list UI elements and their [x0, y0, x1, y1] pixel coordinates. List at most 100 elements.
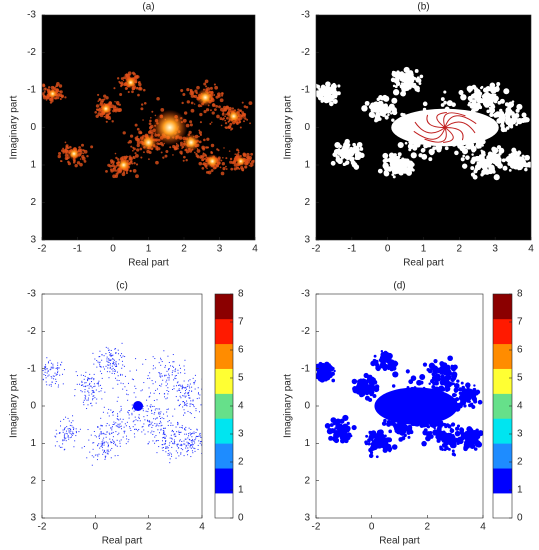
- fractal-pixel: [518, 150, 521, 153]
- fractal-pixel: [102, 440, 103, 441]
- fractal-pixel: [126, 172, 128, 174]
- fractal-pixel: [164, 438, 165, 439]
- fractal-pixel: [79, 163, 83, 167]
- fractal-pixel: [94, 374, 95, 375]
- fractal-pixel: [433, 427, 435, 429]
- fractal-pixel: [226, 168, 228, 170]
- fractal-pixel: [70, 433, 71, 434]
- fractal-pixel: [115, 378, 116, 379]
- fractal-pixel: [117, 434, 118, 435]
- fractal-pixel: [126, 425, 127, 426]
- fractal-pixel: [106, 432, 107, 433]
- fractal-pixel: [152, 406, 153, 407]
- fractal-pixel: [146, 411, 147, 412]
- fractal-pixel: [135, 397, 136, 398]
- fractal-pixel: [88, 398, 89, 399]
- fractal-core: [133, 401, 143, 411]
- fractal-pixel: [471, 436, 474, 439]
- fractal-pixel: [442, 377, 445, 380]
- fractal-pixel: [112, 388, 113, 389]
- fractal-pixel: [113, 432, 114, 433]
- fractal-pixel: [122, 172, 126, 176]
- fractal-pixel: [163, 350, 164, 351]
- fractal-pixel: [40, 362, 41, 363]
- fractal-pixel: [189, 395, 190, 396]
- fractal-pixel: [376, 455, 379, 458]
- fractal-pixel: [246, 158, 249, 161]
- fractal-pixel: [137, 128, 140, 131]
- fractal-pixel: [113, 424, 114, 425]
- fractal-pixel: [143, 410, 144, 411]
- fractal-pixel: [319, 95, 321, 97]
- fractal-pixel: [182, 449, 183, 450]
- fractal-pixel: [473, 105, 479, 111]
- fractal-pixel: [98, 382, 99, 383]
- fractal-pixel: [186, 434, 187, 435]
- fractal-pixel: [129, 418, 130, 419]
- fractal-pixel: [93, 386, 94, 387]
- fractal-pixel: [168, 391, 169, 392]
- fractal-pixel: [69, 428, 70, 429]
- fractal-pixel: [198, 445, 199, 446]
- fractal-pixel: [112, 358, 113, 359]
- fractal-pixel: [50, 101, 52, 103]
- fractal-pixel: [207, 146, 209, 148]
- fractal-pixel: [199, 434, 200, 435]
- fractal-pixel: [180, 432, 181, 433]
- fractal-pixel: [132, 150, 134, 152]
- fractal-pixel: [107, 413, 108, 414]
- fractal-pixel: [50, 360, 51, 361]
- fractal-pixel: [108, 451, 109, 452]
- fractal-pixel: [128, 140, 132, 144]
- fractal-pixel: [143, 416, 144, 417]
- fractal-pixel: [57, 371, 58, 372]
- fractal-pixel: [63, 419, 64, 420]
- fractal-pixel: [177, 390, 178, 391]
- fractal-pixel: [189, 120, 192, 123]
- fractal-pixel: [184, 434, 185, 435]
- fractal-pixel: [184, 441, 185, 442]
- fractal-pixel: [123, 356, 124, 357]
- fractal-pixel: [204, 440, 205, 441]
- fractal-pixel: [160, 386, 161, 387]
- fractal-pixel: [517, 154, 520, 157]
- fractal-pixel: [41, 373, 42, 374]
- fractal-pixel: [191, 440, 192, 441]
- fractal-pixel: [85, 389, 86, 390]
- fractal-pixel: [122, 389, 123, 390]
- plot-area: [42, 15, 255, 240]
- fractal-pixel: [84, 446, 85, 447]
- colorbar-tick-label: 0: [517, 513, 523, 524]
- fractal-pixel: [406, 169, 412, 175]
- fractal-pixel: [192, 450, 193, 451]
- fractal-pixel: [107, 442, 108, 443]
- fractal-pixel: [177, 446, 178, 447]
- fractal-pixel: [460, 94, 466, 100]
- fractal-pixel: [120, 423, 121, 424]
- fractal-pixel: [136, 136, 138, 138]
- fractal-pixel: [97, 361, 98, 362]
- fractal-pixel: [109, 415, 110, 416]
- fractal-pixel: [108, 360, 109, 361]
- fractal-pixel: [339, 149, 345, 155]
- colorbar-tick-label: 3: [238, 429, 244, 440]
- fractal-pixel: [336, 157, 342, 163]
- fractal-pixel: [45, 375, 46, 376]
- fractal-pixel: [476, 145, 480, 149]
- fractal-pixel: [155, 381, 156, 382]
- fractal-pixel: [58, 385, 59, 386]
- fractal-pixel: [461, 382, 464, 385]
- fractal-pixel: [368, 378, 371, 381]
- fractal-pixel: [121, 353, 122, 354]
- fractal-pixel: [144, 102, 147, 105]
- fractal-pixel: [174, 442, 175, 443]
- fractal-pixel: [129, 426, 130, 427]
- fractal-pixel: [452, 393, 456, 397]
- fractal-pixel: [168, 374, 169, 375]
- fractal-pixel: [195, 438, 196, 439]
- fractal-pixel: [225, 106, 229, 110]
- fractal-pixel: [98, 454, 99, 455]
- fractal-pixel: [57, 362, 58, 363]
- fractal-pixel: [153, 431, 154, 432]
- fractal-pixel: [467, 146, 471, 150]
